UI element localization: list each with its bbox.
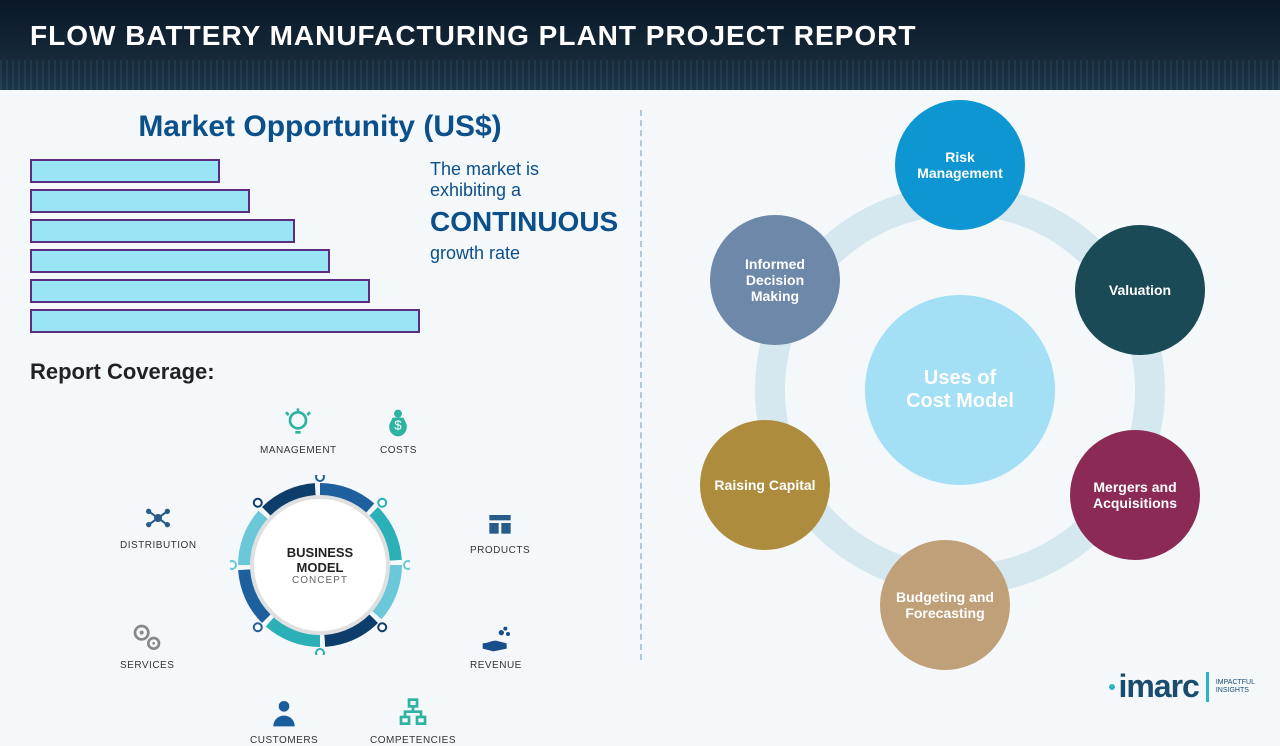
business-model-diagram: BUSINESS MODEL CONCEPT MANAGEMENT $ COSTS P… [80,395,560,735]
growth-continuous: CONTINUOUS [430,206,618,238]
bm-item-services: SERVICES [120,620,174,671]
content-area: Market Opportunity (US$) The market is e… [0,90,1280,720]
right-panel: Uses of Cost Model Risk Management Valuat… [640,90,1280,720]
bm-item-competencies: COMPETENCIES [370,695,456,746]
logo-tag1: IMPACTFUL [1216,679,1255,687]
hand-icon [478,620,514,656]
left-panel: Market Opportunity (US$) The market is e… [0,90,640,720]
bm-item-label: CUSTOMERS [250,735,318,746]
logo-brand-text: imarc [1118,668,1198,705]
bm-item-revenue: REVENUE [470,620,522,671]
page-title: FLOW BATTERY MANUFACTURING PLANT PROJECT… [30,20,1250,52]
network-icon [140,500,176,536]
cost-node-risk-management: Risk Management [895,100,1025,230]
bar-item [30,309,420,333]
cost-model-center: Uses of Cost Model [865,295,1055,485]
growth-line2: growth rate [430,243,520,263]
market-opportunity-title: Market Opportunity (US$) [30,110,610,144]
cost-node-informed-decision-making: Informed Decision Making [710,215,840,345]
bm-item-label: COMPETENCIES [370,735,456,746]
logo-dot-icon [1109,684,1115,690]
bm-center-sub: CONCEPT [292,575,348,586]
box-icon [482,505,518,541]
org-icon [395,695,431,731]
bm-item-label: DISTRIBUTION [120,540,197,551]
bm-item-customers: CUSTOMERS [250,695,318,746]
cost-node-valuation: Valuation [1075,225,1205,355]
bm-item-costs: $ COSTS [380,405,417,456]
gears-icon [129,620,165,656]
brand-logo: imarc IMPACTFUL INSIGHTS [1109,668,1255,705]
bm-item-management: MANAGEMENT [260,405,337,456]
logo-divider-icon [1206,672,1209,702]
cost-center-line2: Cost Model [906,390,1014,413]
logo-tagline: IMPACTFUL INSIGHTS [1216,679,1255,694]
bar-chart [30,159,410,339]
bm-item-label: SERVICES [120,660,174,671]
bulb-icon [280,405,316,441]
person-icon [266,695,302,731]
bar-item [30,189,250,213]
bm-center-line1: BUSINESS [287,545,353,560]
bm-center-line2: MODEL [297,560,344,575]
svg-text:$: $ [395,418,403,433]
bar-item [30,249,330,273]
bar-item [30,279,370,303]
cost-node-mergers-and-acquisitions: Mergers and Acquisitions [1070,430,1200,560]
bm-item-label: COSTS [380,445,417,456]
market-chart-area: The market is exhibiting a CONTINUOUS gr… [30,159,610,339]
money-icon: $ [380,405,416,441]
growth-text: The market is exhibiting a CONTINUOUS gr… [430,159,618,264]
report-coverage-label: Report Coverage: [30,359,610,385]
logo-tag2: INSIGHTS [1216,687,1255,695]
growth-line1: The market is exhibiting a [430,159,539,200]
cost-node-raising-capital: Raising Capital [700,420,830,550]
cost-center-line1: Uses of [924,367,996,390]
header-bar: FLOW BATTERY MANUFACTURING PLANT PROJECT… [0,0,1280,90]
bm-item-distribution: DISTRIBUTION [120,500,197,551]
bm-item-products: PRODUCTS [470,505,530,556]
cost-model-diagram: Uses of Cost Model Risk ManagementValuat… [680,110,1240,670]
cost-node-budgeting-and-forecasting: Budgeting and Forecasting [880,540,1010,670]
bm-item-label: MANAGEMENT [260,445,337,456]
business-model-center: BUSINESS MODEL CONCEPT [250,495,390,635]
bar-item [30,159,220,183]
bm-item-label: REVENUE [470,660,522,671]
bar-item [30,219,295,243]
bm-item-label: PRODUCTS [470,545,530,556]
